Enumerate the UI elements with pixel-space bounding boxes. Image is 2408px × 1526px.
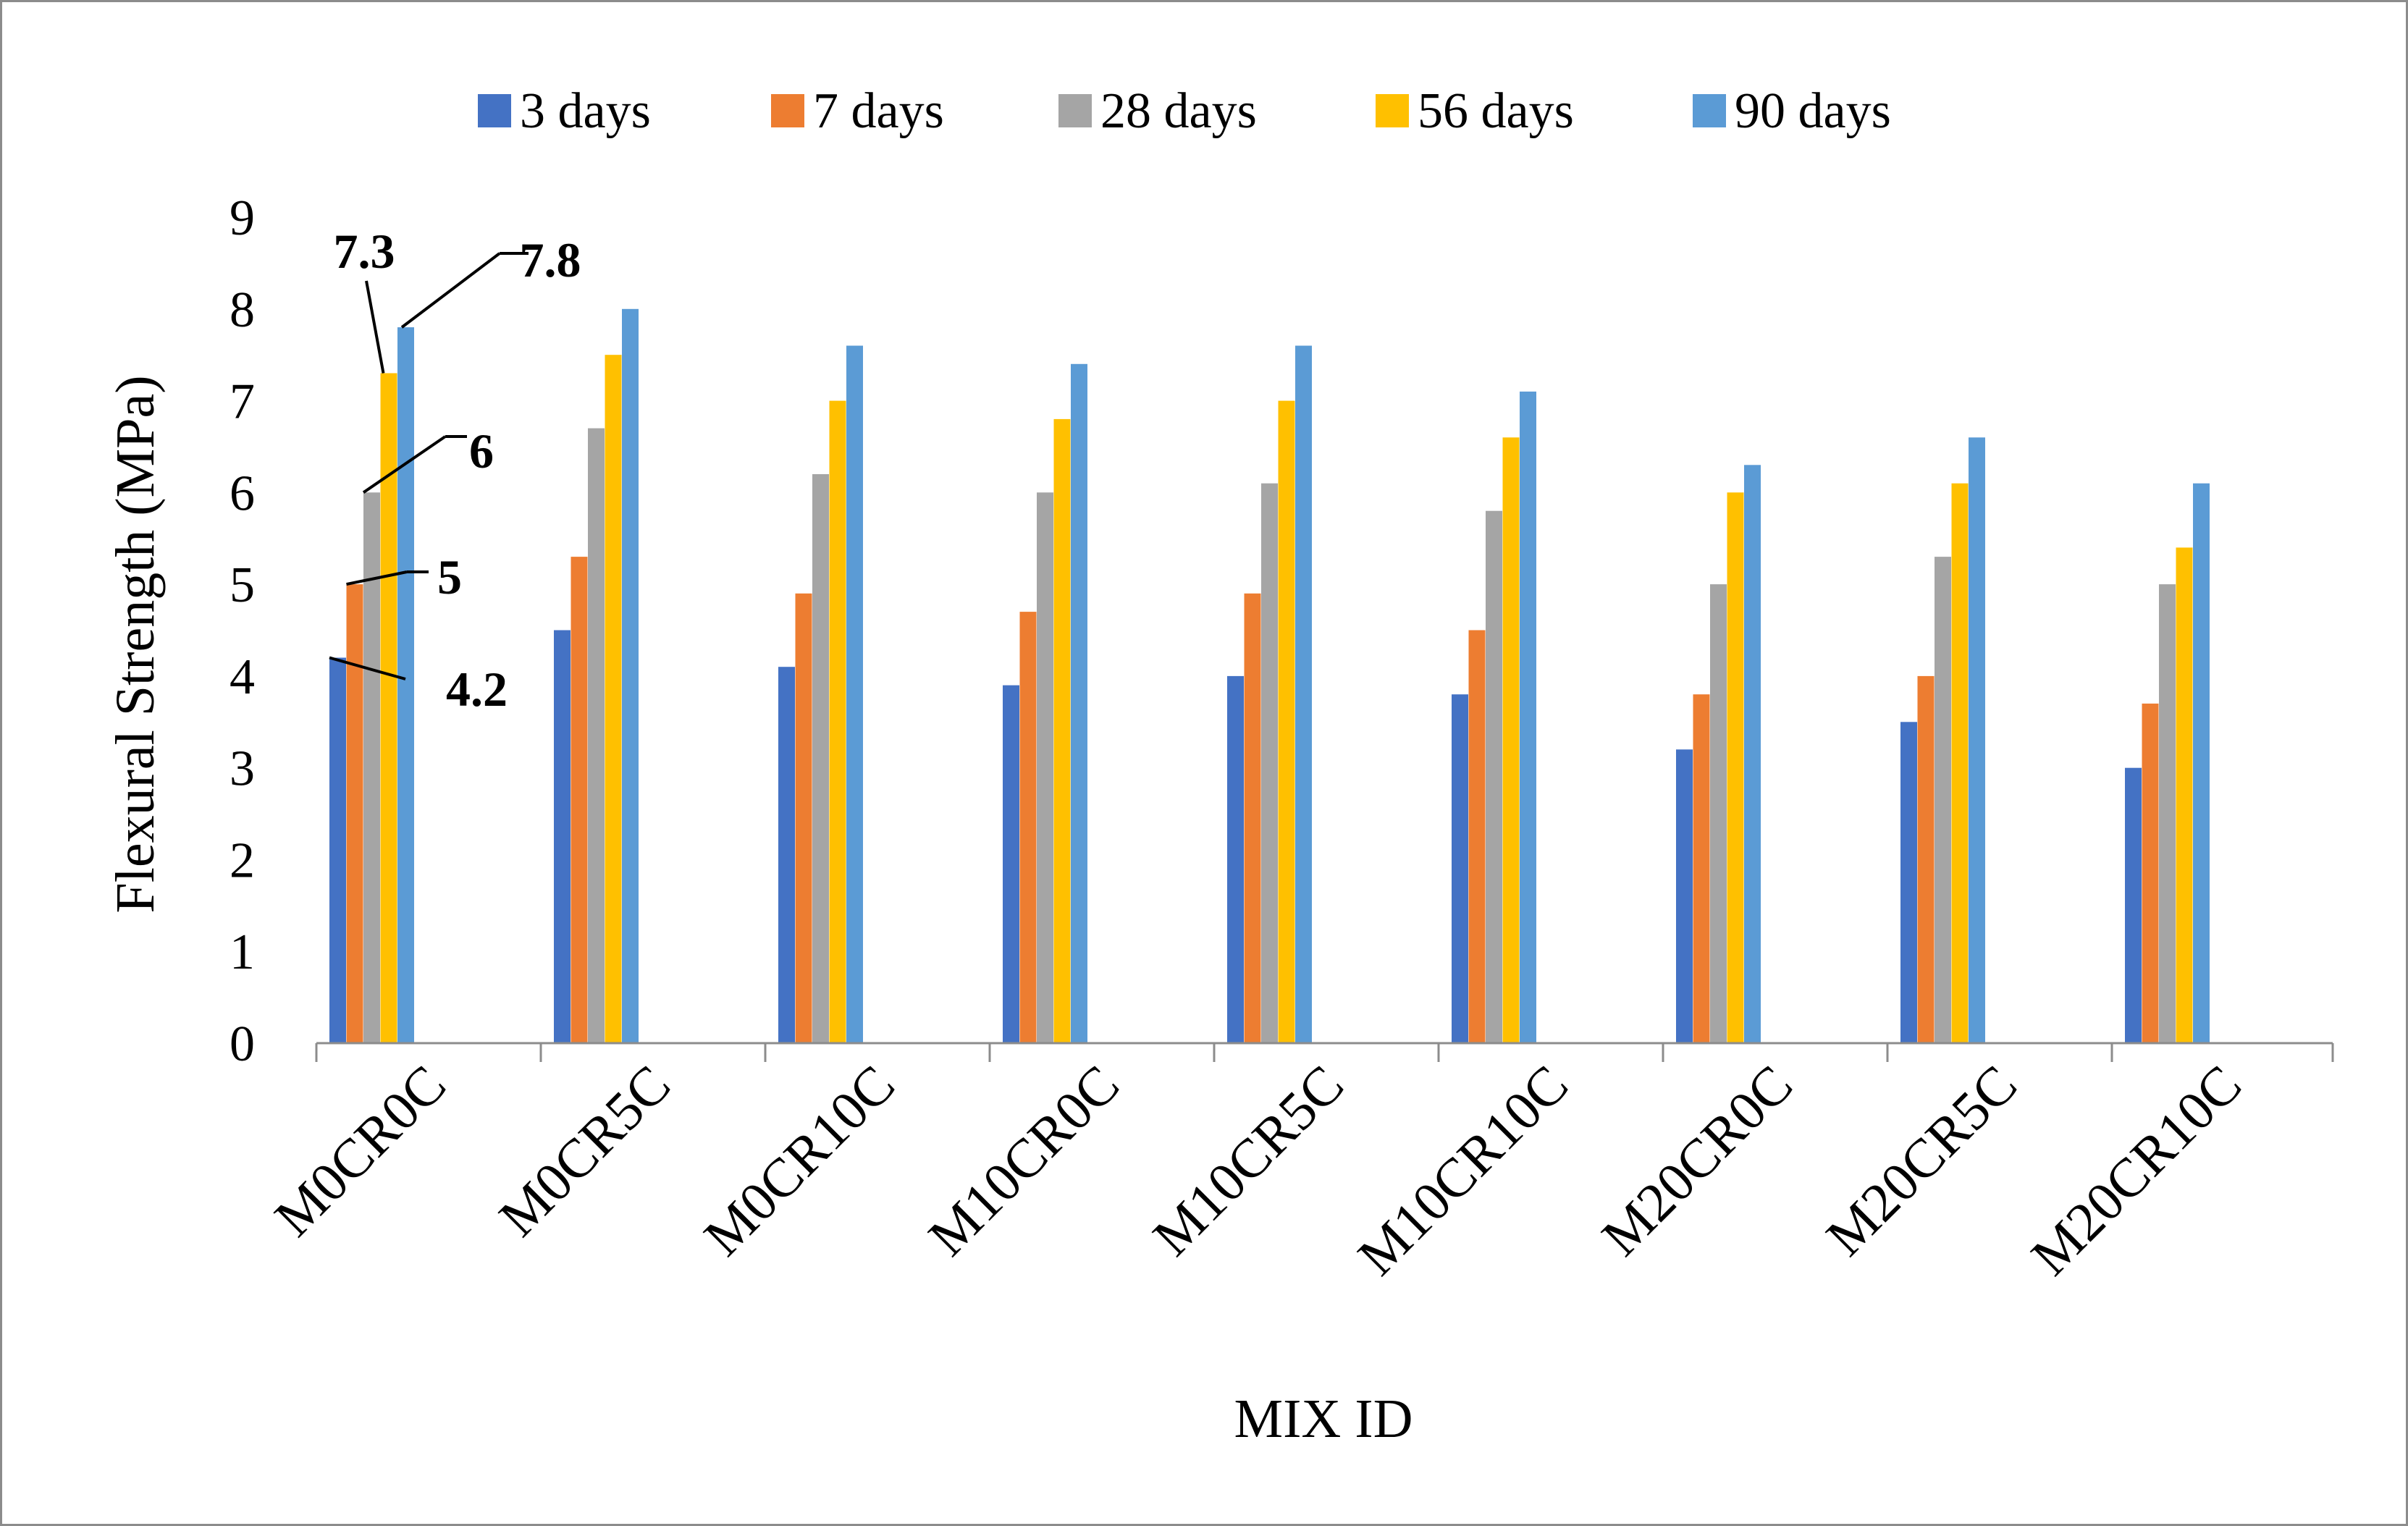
bar-56-days-M10CR0C — [1053, 418, 1071, 1043]
bar-28-days-M10CR5C — [1261, 483, 1278, 1043]
bar-7-days-M10CR5C — [1244, 593, 1261, 1043]
bar-3-days-M0CR10C — [778, 667, 795, 1043]
bar-3-days-M20CR10C — [2125, 767, 2142, 1043]
annotation-leader-line — [329, 656, 406, 680]
x-category-label: M0CR5C — [488, 1054, 682, 1248]
bar-3-days-M10CR10C — [1452, 694, 1468, 1043]
bar-90-days-M0CR10C — [846, 345, 863, 1043]
y-tick-label: 1 — [230, 924, 255, 980]
bar-7-days-M0CR10C — [795, 593, 812, 1043]
bar-28-days-M10CR0C — [1037, 492, 1053, 1043]
bar-28-days-M0CR5C — [588, 428, 605, 1043]
bar-3-days-M10CR5C — [1227, 675, 1244, 1043]
y-axis-title: Flexural Strength (MPa) — [105, 375, 166, 913]
bar-7-days-M20CR5C — [1917, 675, 1935, 1043]
bar-56-days-M10CR5C — [1278, 400, 1295, 1043]
bar-3-days-M20CR0C — [1676, 749, 1693, 1043]
y-tick-label: 8 — [230, 282, 255, 338]
bar-90-days-M20CR0C — [1744, 465, 1761, 1043]
y-tick-label: 4 — [230, 649, 255, 705]
bar-3-days-M20CR5C — [1900, 722, 1917, 1043]
annotation-leader-line — [365, 280, 385, 374]
bar-28-days-M0CR0C — [363, 492, 380, 1043]
y-tick-label: 2 — [230, 832, 255, 888]
legend: 3 days 7 days 28 days 56 days 90 days — [478, 83, 1891, 139]
legend-swatch-3-days — [478, 94, 511, 127]
bar-3-days-M0CR0C — [329, 657, 346, 1043]
x-category-label: M20CR0C — [1591, 1054, 1804, 1268]
bar-28-days-M20CR10C — [2159, 584, 2176, 1043]
legend-label-28-days: 28 days — [1100, 83, 1257, 139]
y-tick-label: 0 — [230, 1016, 255, 1072]
annotation-leader-line — [362, 435, 447, 494]
bars-layer — [329, 308, 2210, 1044]
bar-90-days-M0CR0C — [397, 327, 414, 1044]
legend-swatch-56-days — [1376, 94, 1409, 127]
y-tick-label: 7 — [230, 374, 255, 430]
bar-7-days-M0CR5C — [571, 557, 588, 1043]
x-category-label: M10CR5C — [1142, 1054, 1355, 1268]
bar-3-days-M10CR0C — [1003, 685, 1019, 1043]
bar-7-days-M20CR10C — [2142, 703, 2159, 1043]
legend-label-56-days: 56 days — [1418, 83, 1574, 139]
x-category-label: M0CR10C — [693, 1054, 906, 1268]
annotation-label: 7.3 — [334, 224, 395, 279]
bar-28-days-M10CR10C — [1486, 510, 1502, 1043]
bar-56-days-M0CR10C — [829, 400, 846, 1043]
legend-swatch-28-days — [1058, 94, 1092, 127]
bar-90-days-M20CR5C — [1969, 437, 1985, 1043]
bar-56-days-M10CR10C — [1502, 437, 1520, 1043]
bar-28-days-M20CR0C — [1710, 584, 1727, 1043]
bar-28-days-M0CR10C — [812, 474, 829, 1043]
annotations-layer: 4.2 5 6 7.3 7.8 — [329, 224, 581, 717]
x-category-label: M10CR10C — [1347, 1054, 1580, 1287]
bar-56-days-M0CR5C — [605, 355, 622, 1043]
bar-90-days-M10CR10C — [1520, 391, 1536, 1043]
x-category-label: M10CR0C — [917, 1054, 1131, 1268]
legend-label-3-days: 3 days — [520, 83, 651, 139]
x-axis-title: MIX ID — [1234, 1388, 1413, 1449]
bar-7-days-M0CR0C — [346, 584, 363, 1043]
annotation-leader-line — [346, 570, 408, 586]
legend-label-7-days: 7 days — [813, 83, 944, 139]
annotation-label: 4.2 — [446, 662, 508, 717]
bar-90-days-M10CR5C — [1295, 345, 1312, 1043]
bar-56-days-M20CR10C — [2176, 547, 2193, 1043]
x-category-label: M0CR0C — [264, 1054, 458, 1248]
bar-56-days-M20CR5C — [1951, 483, 1969, 1043]
annotation-label: 7.8 — [520, 232, 581, 287]
bar-7-days-M20CR0C — [1693, 694, 1710, 1043]
bar-90-days-M20CR10C — [2193, 483, 2210, 1043]
bar-7-days-M10CR10C — [1468, 630, 1486, 1043]
bar-90-days-M0CR5C — [622, 308, 639, 1043]
y-tick-label: 3 — [230, 741, 255, 797]
bar-7-days-M10CR0C — [1019, 612, 1037, 1043]
x-category-label: M20CR10C — [2020, 1054, 2253, 1287]
bar-3-days-M0CR5C — [554, 630, 571, 1043]
legend-label-90-days: 90 days — [1735, 83, 1891, 139]
bar-90-days-M10CR0C — [1071, 363, 1087, 1043]
annotation-leader-line — [400, 252, 501, 329]
y-tick-label: 5 — [230, 557, 255, 613]
y-tick-label: 9 — [230, 190, 255, 246]
y-tick-label: 6 — [230, 465, 255, 521]
bar-56-days-M0CR0C — [380, 373, 397, 1043]
x-category-label: M20CR5C — [1815, 1054, 2029, 1268]
legend-swatch-90-days — [1693, 94, 1726, 127]
legend-swatch-7-days — [771, 94, 804, 127]
annotation-label: 5 — [437, 549, 462, 604]
bar-56-days-M20CR0C — [1727, 492, 1744, 1043]
annotation-label: 6 — [469, 423, 494, 479]
bar-28-days-M20CR5C — [1935, 557, 1951, 1043]
